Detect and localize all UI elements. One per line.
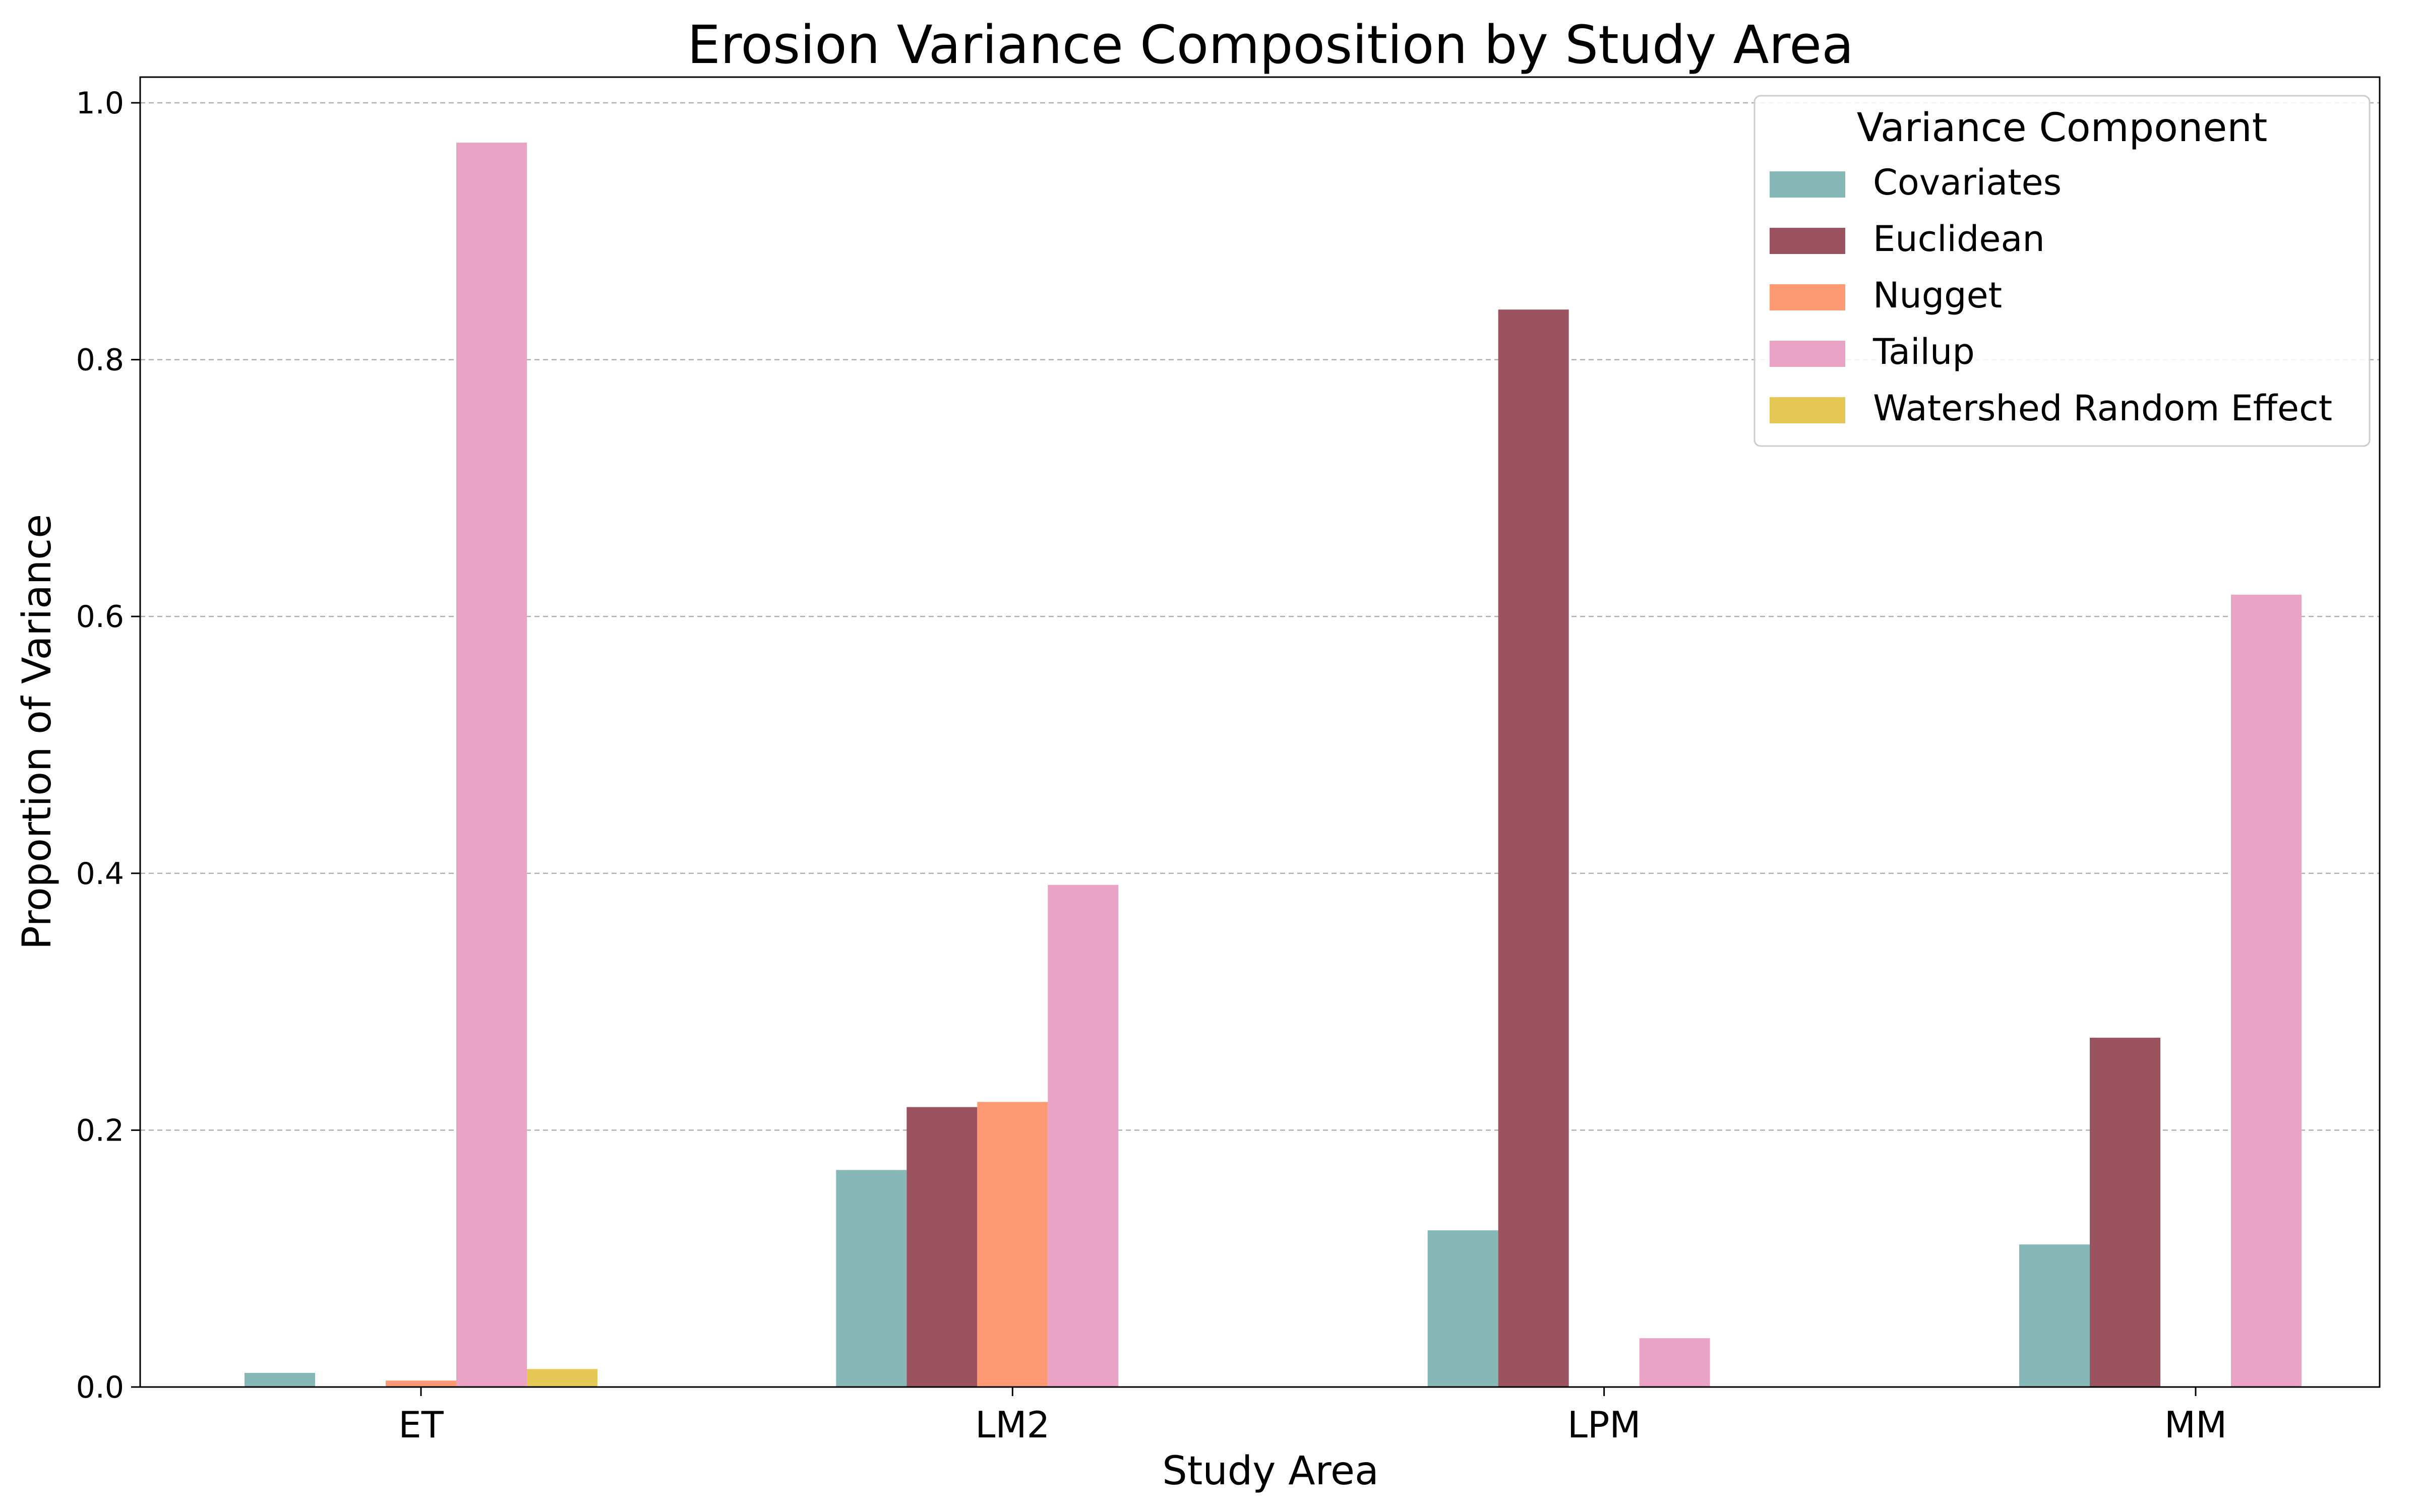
bar-watershed-random-effect-et (527, 1369, 597, 1387)
legend-swatch (1770, 171, 1845, 198)
legend-swatch (1770, 341, 1845, 367)
legend-label: Euclidean (1873, 218, 2045, 260)
legend-title: Variance Component (1857, 105, 2268, 151)
legend-swatch (1770, 228, 1845, 254)
y-tick-label: 0.0 (76, 1370, 124, 1405)
legend-label: Tailup (1872, 331, 1975, 372)
x-tick-label: ET (398, 1404, 444, 1446)
bar-nugget-et (386, 1380, 456, 1387)
legend-label: Covariates (1873, 162, 2062, 203)
plot-frame (139, 76, 2381, 1388)
y-axis-label: Proportion of Variance (15, 514, 60, 950)
x-tick-label: LPM (1567, 1404, 1641, 1446)
legend-swatch (1770, 284, 1845, 310)
bar-tailup-mm (2231, 594, 2302, 1387)
x-axis: ET LM2 LPM MM (398, 1387, 2227, 1446)
y-tick-label: 0.2 (76, 1113, 124, 1148)
bar-nugget-lm2 (977, 1102, 1048, 1387)
bar-euclidean-lm2 (906, 1107, 978, 1387)
chart-title: Erosion Variance Composition by Study Ar… (687, 14, 1854, 76)
legend-label: Nugget (1873, 275, 2002, 316)
bar-euclidean-mm (2090, 1037, 2160, 1387)
bar-covariates-lpm (1427, 1230, 1498, 1387)
legend: Variance Component Covariates Euclidean Nu… (1753, 95, 2371, 447)
legend-label: Watershed Random Effect (1873, 388, 2332, 429)
y-axis: 0.0 0.2 0.4 0.6 0.8 1.0 (76, 86, 140, 1405)
y-tick-label: 0.4 (76, 856, 124, 892)
legend-box (1753, 95, 2371, 447)
bar-tailup-lpm (1639, 1338, 1710, 1387)
y-tick-label: 0.8 (76, 343, 124, 378)
x-axis-label: Study Area (1162, 1448, 1379, 1494)
y-tick-label: 0.6 (76, 599, 124, 635)
x-tick-label: LM2 (975, 1404, 1050, 1446)
bar-tailup-et (456, 142, 527, 1388)
x-tick-label: MM (2164, 1404, 2227, 1446)
bar-tailup-lm2 (1048, 885, 1119, 1387)
bars (245, 142, 2302, 1388)
bar-covariates-lm2 (836, 1170, 907, 1387)
bar-covariates-et (245, 1372, 315, 1387)
legend-swatch (1770, 397, 1845, 423)
bar-covariates-mm (2019, 1244, 2090, 1387)
y-tick-label: 1.0 (76, 86, 124, 121)
bar-euclidean-lpm (1498, 309, 1569, 1387)
